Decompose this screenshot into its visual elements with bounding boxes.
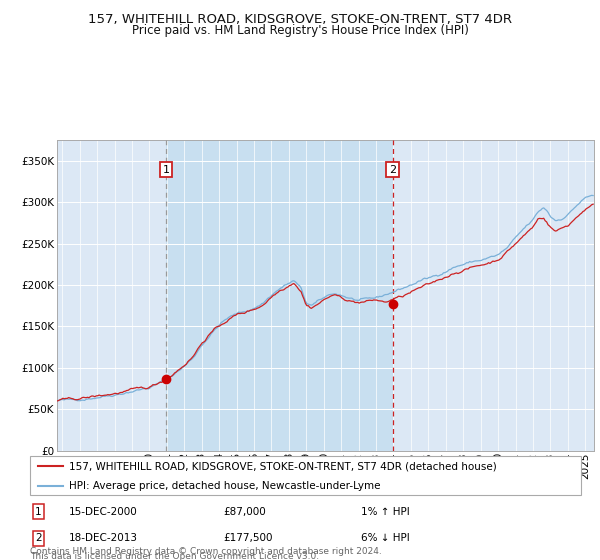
Text: £177,500: £177,500: [223, 533, 272, 543]
FancyBboxPatch shape: [30, 456, 581, 495]
Text: Contains HM Land Registry data © Crown copyright and database right 2024.: Contains HM Land Registry data © Crown c…: [30, 547, 382, 556]
Text: 18-DEC-2013: 18-DEC-2013: [68, 533, 137, 543]
Text: Price paid vs. HM Land Registry's House Price Index (HPI): Price paid vs. HM Land Registry's House …: [131, 24, 469, 37]
Text: 1: 1: [35, 507, 41, 517]
Text: 1% ↑ HPI: 1% ↑ HPI: [361, 507, 410, 517]
Text: 15-DEC-2000: 15-DEC-2000: [68, 507, 137, 517]
Bar: [166, 140, 393, 451]
Text: £87,000: £87,000: [223, 507, 266, 517]
Text: 157, WHITEHILL ROAD, KIDSGROVE, STOKE-ON-TRENT, ST7 4DR (detached house): 157, WHITEHILL ROAD, KIDSGROVE, STOKE-ON…: [68, 461, 496, 471]
Text: 2: 2: [35, 533, 41, 543]
Text: 2: 2: [389, 165, 397, 175]
Text: 1: 1: [163, 165, 170, 175]
Text: 6% ↓ HPI: 6% ↓ HPI: [361, 533, 410, 543]
Text: 157, WHITEHILL ROAD, KIDSGROVE, STOKE-ON-TRENT, ST7 4DR: 157, WHITEHILL ROAD, KIDSGROVE, STOKE-ON…: [88, 13, 512, 26]
Text: This data is licensed under the Open Government Licence v3.0.: This data is licensed under the Open Gov…: [30, 552, 319, 560]
Text: HPI: Average price, detached house, Newcastle-under-Lyme: HPI: Average price, detached house, Newc…: [68, 480, 380, 491]
